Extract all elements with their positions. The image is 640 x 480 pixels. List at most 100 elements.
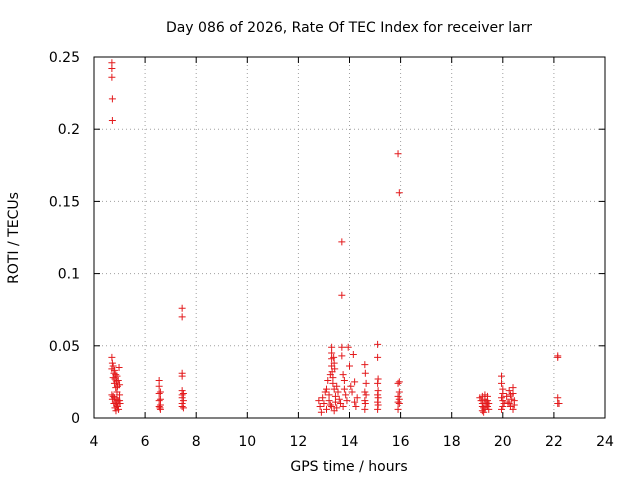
data-point [155,389,163,397]
data-point [156,404,164,412]
data-point [498,405,506,413]
data-point [114,376,122,384]
data-point [343,397,351,405]
data-point [498,394,506,402]
data-point [114,382,122,390]
data-point [394,405,402,413]
data-point [478,392,486,400]
data-point [112,401,120,409]
data-point [111,404,119,412]
data-point [485,405,493,413]
data-point [320,400,328,408]
data-point [155,382,163,390]
x-tick-label: 16 [392,434,410,450]
data-point [348,388,356,396]
y-tick-label: 0.15 [49,194,80,210]
data-point [328,402,336,410]
y-tick-label: 0.25 [49,50,80,66]
grid [94,57,605,418]
data-point [179,389,187,397]
data-point [340,376,348,384]
data-point [352,402,360,410]
data-point [498,379,506,387]
data-point [333,382,341,390]
data-point [498,372,506,380]
data-point [394,379,402,387]
data-point [108,117,116,125]
x-tick-label: 20 [494,434,512,450]
data-point [109,374,117,382]
data-point [108,353,116,361]
data-point [374,398,382,406]
data-point [362,379,370,387]
data-point [361,400,369,408]
data-point [395,400,403,408]
data-point [361,361,369,369]
y-tick-label: 0.05 [49,339,80,355]
data-point [329,379,337,387]
data-point [374,387,382,395]
data-point [339,402,347,410]
data-point [503,392,511,400]
y-tick-label: 0.2 [58,122,80,138]
y-tick-label: 0 [71,411,80,427]
x-tick-label: 6 [141,434,150,450]
axis-ticks: 4 6 8 10 12 14 16 18 20 22 24 0 0.05 0.1 0.15 0.2 0.25 [49,50,614,450]
data-point [374,391,382,399]
data-point [324,376,332,384]
data-point [331,398,339,406]
data-point [499,402,507,410]
data-point [480,408,488,416]
data-point [506,402,514,410]
data-point [335,395,343,403]
data-point [346,362,353,370]
plot-frame [93,56,606,419]
data-point [374,379,382,387]
data-point [178,372,186,380]
data-point [353,394,361,402]
data-point [109,362,117,370]
data-point [351,398,359,406]
x-tick-label: 24 [596,434,614,450]
data-point [334,388,342,396]
data-point [505,387,513,395]
data-point [362,391,370,399]
data-point [361,369,369,377]
data-point [374,394,382,402]
data-point [116,400,124,408]
data-point [342,391,350,399]
data-point [483,402,491,410]
data-point [317,408,325,416]
data-point [340,385,348,393]
data-point [347,382,355,390]
data-point [504,398,512,406]
x-tick-label: 22 [545,434,563,450]
data-point [315,397,323,405]
data-point [113,388,121,396]
data-point [178,313,186,321]
chart-title: Day 086 of 2026, Rate Of TEC Index for r… [166,20,532,36]
data-point [374,375,382,383]
data-point [361,405,369,413]
data-point [339,371,347,379]
data-point [155,402,163,410]
data-point [395,388,403,396]
data-point [316,402,324,410]
data-point [361,397,369,405]
data-point [499,389,507,397]
data-point [338,343,346,351]
data-point [330,407,338,415]
data-point [110,366,118,374]
data-point [338,238,346,246]
data-point [179,397,187,405]
data-points [108,59,563,416]
data-point [338,291,346,299]
data-point [323,385,331,393]
data-point [554,353,562,361]
data-point [330,359,338,367]
y-axis-label: ROTI / TECUs [6,192,22,284]
data-point [108,395,116,403]
data-point [178,402,186,410]
